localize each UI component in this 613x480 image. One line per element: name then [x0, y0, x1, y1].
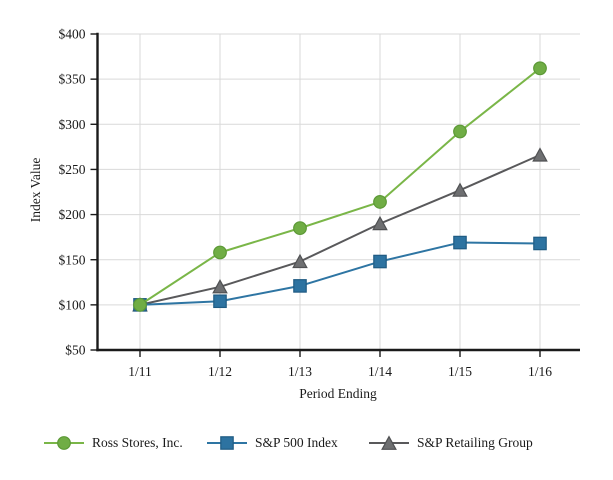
legend-label-sp-retailing: S&P Retailing Group	[417, 435, 533, 450]
series-s-p-retailing-group	[132, 147, 548, 312]
marker-s-p-retailing-group-1-15	[452, 182, 468, 197]
series-line-s-p-retailing-group	[139, 154, 541, 306]
marker-s-p-retailing-group-1-14	[372, 215, 388, 231]
marker-ross-stores-inc-1-16	[533, 61, 547, 76]
triangle-marker-icon	[381, 435, 397, 450]
square-marker-icon	[220, 436, 234, 450]
series-layer	[132, 61, 548, 312]
marker-s-p-500-index-1-15	[453, 235, 467, 250]
series-s-p-500-index	[133, 235, 547, 312]
y-tick-label-250: $250	[59, 162, 86, 177]
y-tick-label-150: $150	[59, 252, 86, 267]
legend-item-sp500: S&P 500 Index	[207, 430, 338, 456]
marker-ross-stores-inc-1-11	[133, 297, 147, 312]
y-tick-label-200: $200	[59, 207, 86, 222]
performance-line-chart: $400 $350 $300 $250 $200 $150 $100 $50 1/11 1/12 1…	[28, 27, 580, 401]
legend-marker-circle-icon	[44, 436, 84, 450]
chart-legend: Ross Stores, Inc. S&P 500 Index S&P Reta…	[0, 430, 613, 458]
legend-label-ross-stores: Ross Stores, Inc.	[92, 435, 183, 450]
y-tick-label-100: $100	[59, 297, 86, 312]
marker-s-p-500-index-1-12	[213, 294, 227, 309]
marker-ross-stores-inc-1-15	[453, 124, 467, 139]
x-tick-label-1-15: 1/15	[448, 364, 472, 379]
legend-marker-square-icon	[207, 436, 247, 450]
marker-ross-stores-inc-1-14	[373, 195, 387, 209]
legend-item-ross-stores: Ross Stores, Inc.	[44, 430, 183, 456]
marker-s-p-500-index-1-14	[373, 254, 387, 269]
x-tick-label-1-13: 1/13	[288, 364, 312, 379]
x-axis-title: Period Ending	[299, 386, 377, 401]
y-tick-label-350: $350	[59, 72, 86, 87]
series-line-ross-stores-inc	[139, 67, 541, 306]
y-tick-label-400: $400	[59, 27, 86, 42]
legend-label-sp500: S&P 500 Index	[255, 435, 338, 450]
marker-ross-stores-inc-1-12	[213, 245, 227, 260]
axis-layer: $400 $350 $300 $250 $200 $150 $100 $50 1/11 1/12 1…	[59, 27, 580, 379]
marker-s-p-500-index-1-13	[293, 279, 307, 293]
x-tick-label-1-11: 1/11	[128, 364, 152, 379]
marker-s-p-retailing-group-1-13	[292, 253, 308, 269]
y-tick-label-50: $50	[65, 343, 86, 358]
series-ross-stores-inc	[133, 61, 547, 312]
circle-marker-icon	[57, 436, 71, 450]
y-tick-label-300: $300	[59, 117, 86, 132]
marker-s-p-500-index-1-16	[533, 236, 547, 251]
legend-marker-triangle-icon	[369, 435, 409, 450]
marker-s-p-retailing-group-1-16	[532, 147, 548, 162]
marker-s-p-retailing-group-1-12	[212, 279, 228, 294]
x-tick-label-1-16: 1/16	[528, 364, 552, 379]
x-tick-label-1-14: 1/14	[368, 364, 392, 379]
y-axis-title: Index Value	[28, 158, 43, 223]
marker-ross-stores-inc-1-13	[293, 221, 307, 236]
legend-item-sp-retailing: S&P Retailing Group	[369, 430, 533, 456]
x-tick-label-1-12: 1/12	[208, 364, 232, 379]
series-line-s-p-500-index	[139, 241, 541, 306]
